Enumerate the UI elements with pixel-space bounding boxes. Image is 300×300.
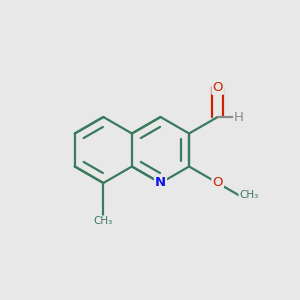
Text: CH₃: CH₃ [239, 190, 258, 200]
Text: N: N [155, 176, 166, 190]
Text: H: H [234, 110, 244, 124]
Text: O: O [212, 176, 223, 190]
Text: O: O [212, 81, 223, 94]
Text: CH₃: CH₃ [94, 216, 113, 226]
